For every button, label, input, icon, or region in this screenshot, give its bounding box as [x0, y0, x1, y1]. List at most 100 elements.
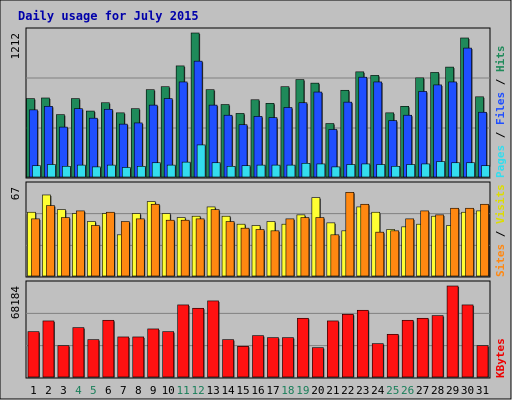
bar-pages — [271, 164, 281, 178]
legend-sites-visits: Sites / Visits — [494, 184, 507, 277]
x-tick-label: 16 — [251, 384, 264, 397]
bar-kbytes — [132, 336, 145, 378]
bar-sites — [375, 231, 385, 277]
x-tick-label: 31 — [476, 384, 489, 397]
legend-kbytes: KBytes — [494, 338, 507, 378]
bar-pages — [376, 164, 386, 178]
bar-files — [358, 76, 368, 178]
bar-pages — [346, 164, 356, 178]
bar-kbytes — [162, 331, 174, 378]
x-tick-label: 18 — [281, 384, 294, 397]
x-tick-label: 9 — [150, 384, 157, 397]
x-tick-label: 23 — [356, 384, 369, 397]
legend-hits: Hits — [494, 46, 507, 73]
x-tick-label: 25 — [386, 384, 399, 397]
bar-kbytes — [72, 327, 85, 378]
bar-pages — [406, 164, 415, 178]
bar-kbytes — [42, 320, 55, 378]
bar-pages — [196, 144, 206, 178]
legend-sep: / — [494, 125, 507, 145]
bar-sites — [61, 217, 70, 277]
bar-sites — [195, 218, 205, 277]
x-tick-label: 3 — [60, 384, 67, 397]
bar-kbytes — [312, 347, 324, 378]
bar-pages — [77, 164, 86, 178]
bar-kbytes — [57, 345, 70, 378]
bar-kbytes — [207, 300, 219, 378]
bar-kbytes — [401, 319, 414, 378]
bar-kbytes — [87, 339, 100, 378]
bar-pages — [436, 161, 445, 178]
bar-pages — [181, 161, 191, 178]
bar-kbytes — [237, 346, 249, 378]
bar-kbytes — [342, 313, 354, 378]
chart-title: Daily usage for July 2015 — [18, 9, 199, 23]
bar-kbytes — [386, 333, 399, 378]
bar-sites — [450, 207, 459, 277]
bar-pages — [226, 166, 236, 178]
bar-sites — [390, 230, 400, 277]
bar-sites — [465, 207, 474, 277]
bar-kbytes — [297, 317, 309, 378]
legend-sep: / — [494, 224, 507, 244]
bar-sites — [345, 192, 355, 277]
legend-sep: / — [494, 72, 507, 92]
x-tick-label: 19 — [296, 384, 309, 397]
bar-sites — [180, 219, 190, 277]
x-tick-label: 14 — [221, 384, 235, 397]
bar-sites — [480, 203, 489, 277]
legend-sites: Sites — [494, 244, 507, 277]
panel-visits-sites: 67 — [9, 181, 491, 278]
bar-kbytes — [446, 285, 459, 378]
x-tick-label: 30 — [461, 384, 474, 397]
panel-max-label: 67 — [9, 187, 22, 200]
bar-sites — [91, 225, 100, 277]
x-tick-label: 4 — [75, 384, 82, 397]
panels: 1212 67 68184 — [9, 27, 491, 379]
panel-hits-files-pages: 1212 — [9, 27, 491, 179]
bar-sites — [31, 218, 40, 277]
x-tick-label: 17 — [266, 384, 279, 397]
bar-pages — [331, 166, 341, 178]
bar-pages — [32, 165, 41, 178]
x-tick-label: 28 — [431, 384, 444, 397]
bar-sites — [76, 210, 85, 277]
bar-sites — [46, 205, 55, 277]
x-tick-label: 10 — [162, 384, 175, 397]
panel-max-label: 68184 — [9, 286, 22, 319]
bar-sites — [285, 218, 295, 277]
bar-kbytes — [267, 337, 279, 378]
bar-pages — [451, 162, 460, 178]
bar-pages — [316, 163, 326, 178]
bar-pages — [301, 163, 311, 178]
bar-kbytes — [282, 337, 294, 378]
bar-pages — [391, 166, 401, 178]
x-tick-label: 22 — [341, 384, 354, 397]
bar-kbytes — [117, 336, 130, 378]
bar-pages — [47, 164, 56, 178]
bar-sites — [225, 221, 235, 277]
bar-pages — [256, 164, 266, 178]
bar-pages — [151, 162, 161, 178]
x-tick-label: 12 — [192, 384, 205, 397]
bar-kbytes — [252, 335, 264, 378]
bar-kbytes — [371, 343, 384, 378]
bar-sites — [405, 218, 414, 277]
bar-kbytes — [431, 315, 444, 378]
bar-kbytes — [147, 328, 160, 378]
x-tick-label: 24 — [371, 384, 385, 397]
bar-files — [373, 81, 383, 178]
x-tick-label: 6 — [105, 384, 112, 397]
bar-sites — [330, 234, 340, 277]
bar-pages — [466, 162, 475, 178]
x-tick-label: 21 — [326, 384, 339, 397]
bar-kbytes — [102, 319, 115, 378]
bar-pages — [92, 166, 101, 178]
bar-pages — [241, 165, 251, 178]
x-tick-label: 1 — [30, 384, 37, 397]
legend-files: Files — [494, 92, 507, 125]
bar-pages — [421, 163, 430, 178]
bar-kbytes — [416, 317, 429, 378]
bar-files — [463, 47, 472, 178]
